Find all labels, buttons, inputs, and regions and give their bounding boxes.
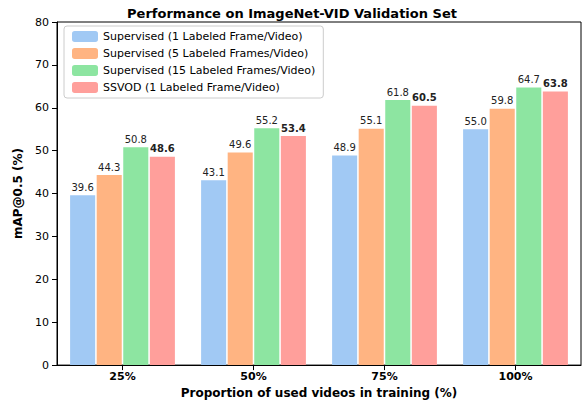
svg-text:Supervised (1 Labeled Frame/Vi: Supervised (1 Labeled Frame/Video) (103, 30, 303, 43)
svg-text:Supervised (5 Labeled Frames/V: Supervised (5 Labeled Frames/Video) (103, 47, 308, 60)
svg-text:75%: 75% (371, 370, 397, 383)
svg-text:20: 20 (35, 273, 49, 286)
svg-text:25%: 25% (109, 370, 135, 383)
svg-text:70: 70 (35, 58, 49, 71)
svg-text:Proportion of used videos in t: Proportion of used videos in training (%… (181, 386, 458, 400)
svg-text:40: 40 (35, 187, 49, 200)
svg-text:59.8: 59.8 (491, 95, 513, 106)
svg-text:50%: 50% (240, 370, 266, 383)
svg-text:Supervised (15 Labeled Frames/: Supervised (15 Labeled Frames/Video) (103, 64, 315, 77)
svg-text:50.8: 50.8 (125, 134, 147, 145)
svg-text:100%: 100% (499, 370, 533, 383)
svg-text:80: 80 (35, 16, 49, 29)
svg-text:Performance on ImageNet-VID Va: Performance on ImageNet-VID Validation S… (127, 6, 457, 21)
svg-text:55.1: 55.1 (360, 115, 382, 126)
svg-text:61.8: 61.8 (387, 87, 409, 98)
svg-text:60.5: 60.5 (412, 92, 437, 103)
svg-text:SSVOD (1 Labeled Frame/Video): SSVOD (1 Labeled Frame/Video) (103, 81, 280, 94)
svg-text:30: 30 (35, 230, 49, 243)
svg-text:53.4: 53.4 (281, 123, 306, 134)
svg-text:mAP@0.5 (%): mAP@0.5 (%) (11, 148, 25, 239)
svg-text:48.9: 48.9 (334, 142, 356, 153)
svg-text:48.6: 48.6 (150, 143, 175, 154)
svg-text:0: 0 (42, 359, 49, 372)
svg-text:44.3: 44.3 (98, 162, 120, 173)
svg-text:43.1: 43.1 (203, 167, 225, 178)
svg-text:64.7: 64.7 (518, 74, 540, 85)
svg-text:49.6: 49.6 (229, 139, 251, 150)
svg-text:60: 60 (35, 101, 49, 114)
svg-text:63.8: 63.8 (543, 78, 568, 89)
svg-text:10: 10 (35, 316, 49, 329)
svg-text:39.6: 39.6 (72, 182, 94, 193)
svg-text:55.0: 55.0 (465, 116, 487, 127)
svg-text:55.2: 55.2 (256, 115, 278, 126)
svg-text:50: 50 (35, 144, 49, 157)
